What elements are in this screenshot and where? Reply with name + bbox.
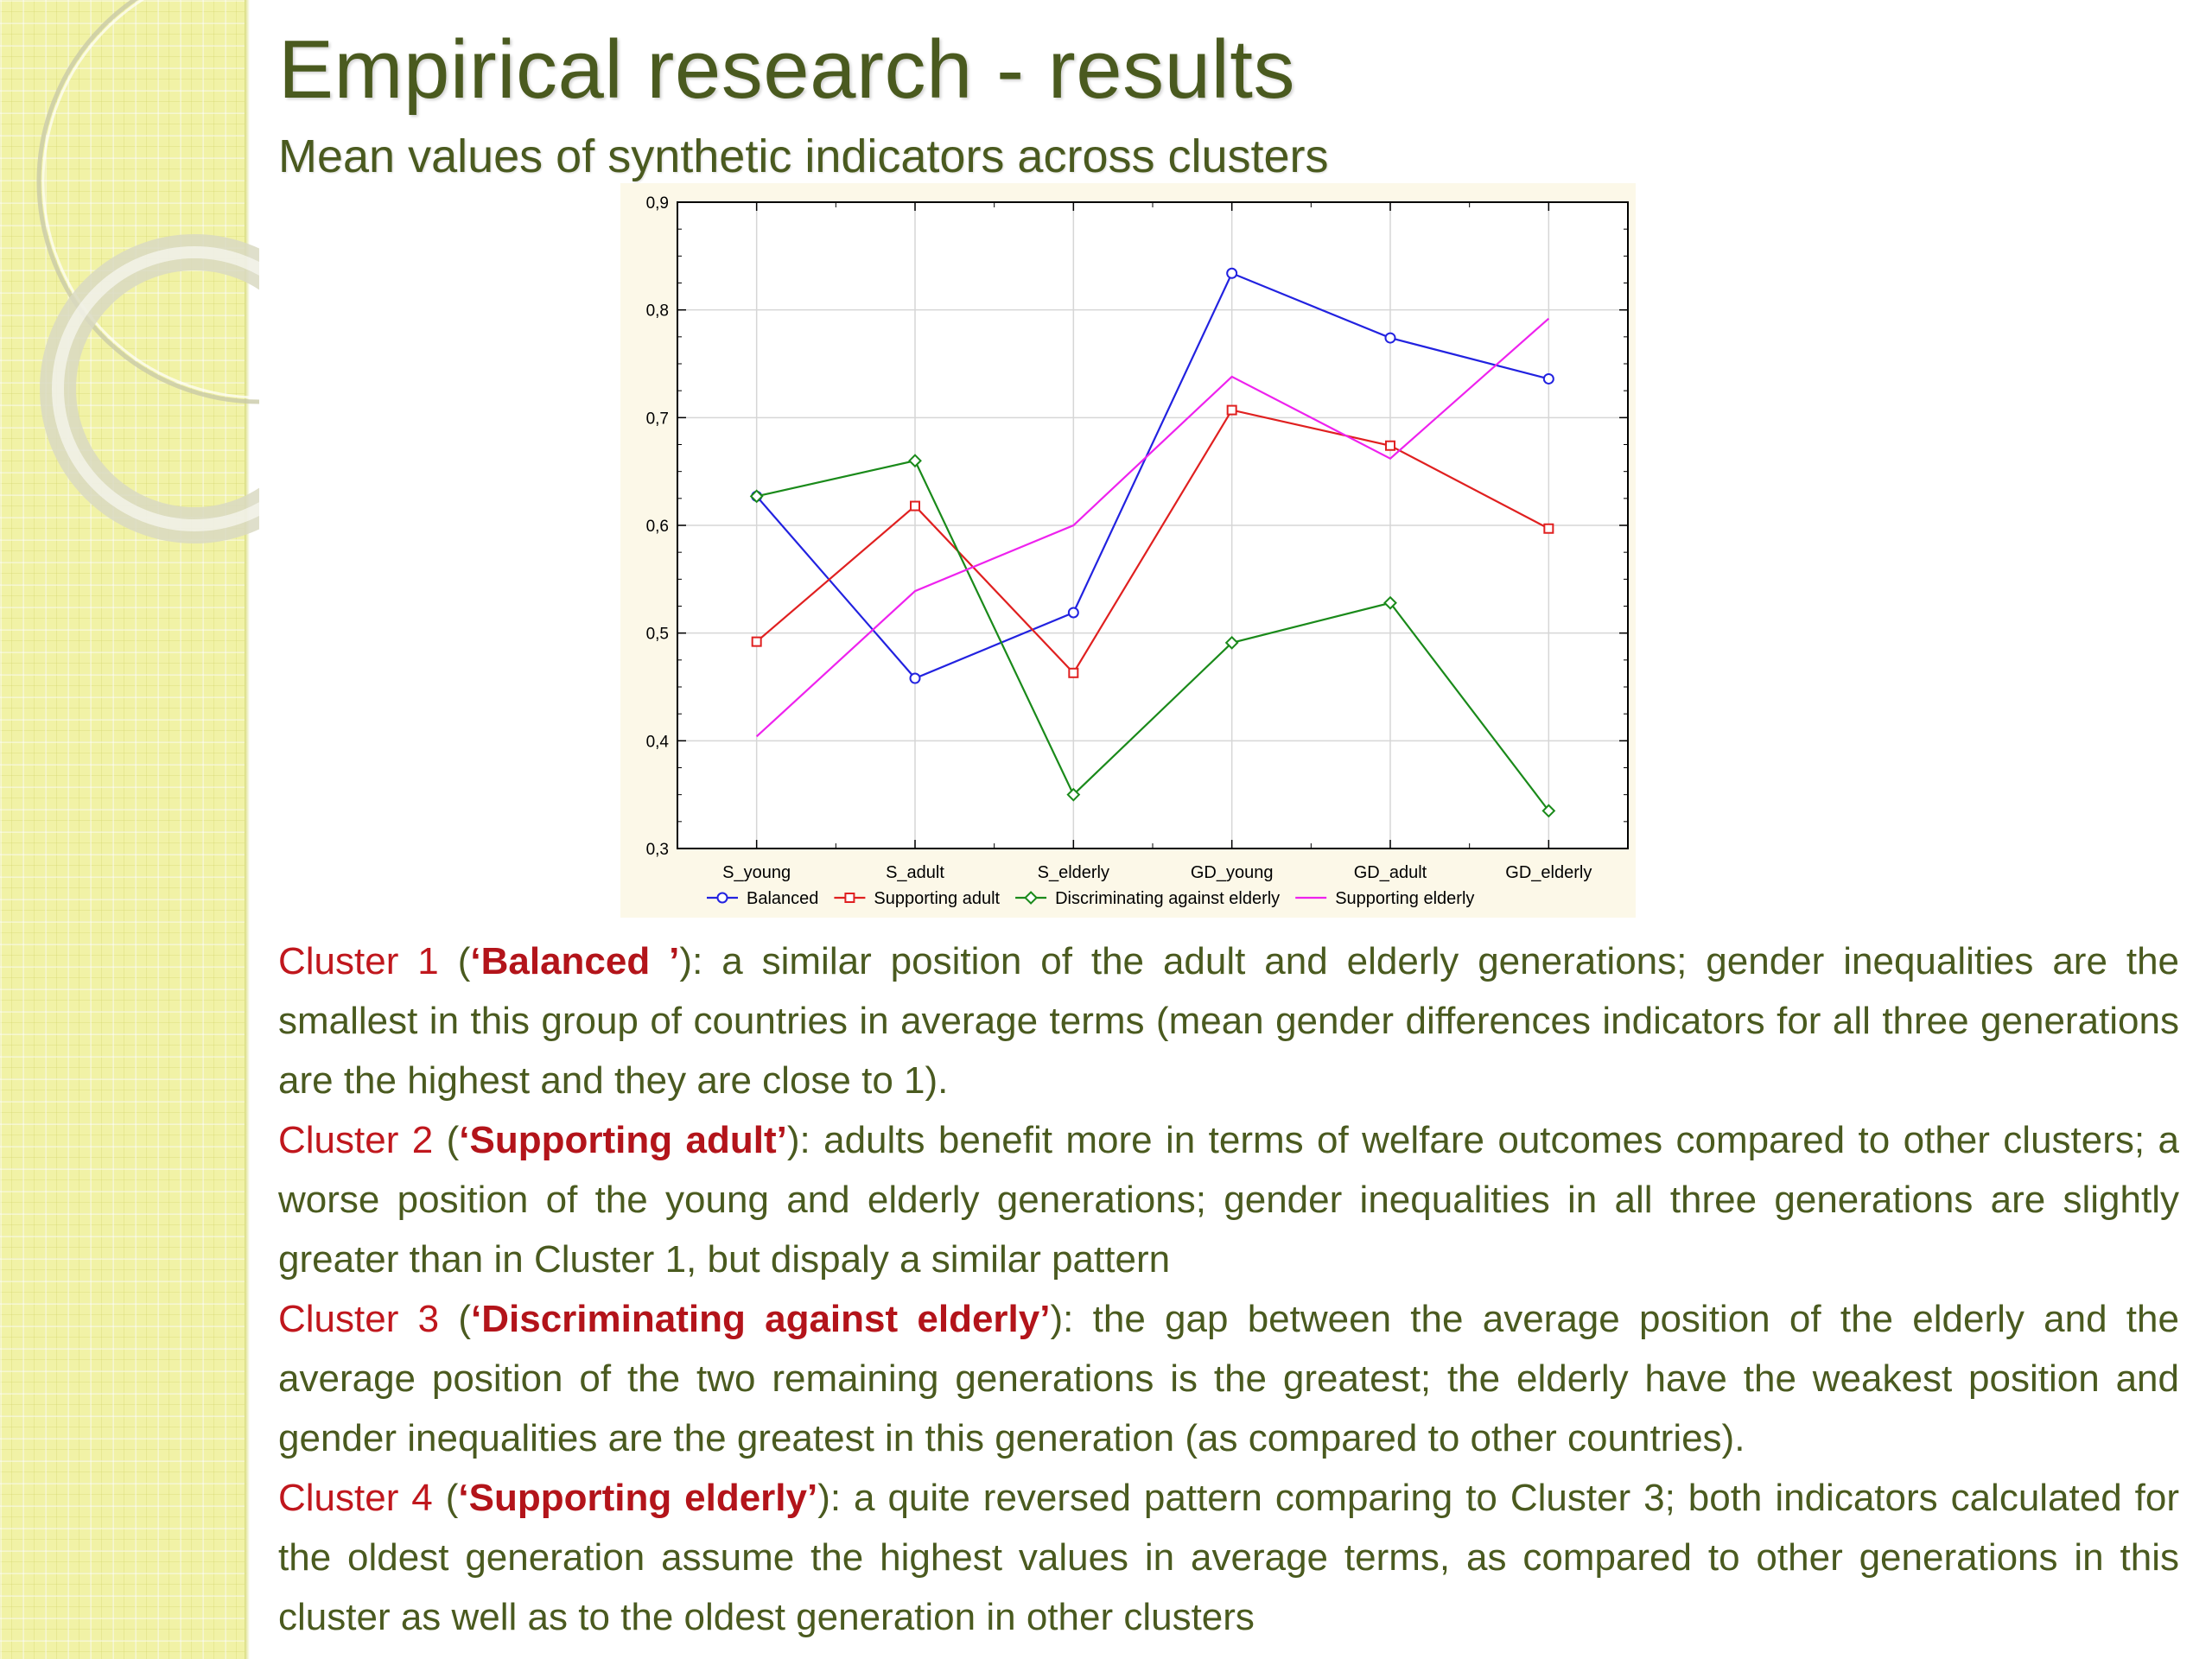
y-tick-label: 0,9	[646, 194, 669, 213]
x-tick-label: S_young	[722, 863, 791, 882]
data-point-series-2	[1226, 404, 1237, 416]
data-point-series-3	[1383, 595, 1397, 610]
x-tick-label: S_elderly	[1038, 863, 1109, 882]
data-point-series-3	[908, 454, 922, 468]
chart-canvas: 0,3 0,4 0,5 0,6 0,7 0,8 0,9 S_young S_adult S_eld…	[646, 194, 1629, 908]
cluster-1-label: Cluster 1	[278, 940, 439, 982]
data-point-series-3	[1541, 804, 1556, 818]
data-point-series-1	[909, 672, 921, 684]
slide-subtitle: Mean values of synthetic indicators acro…	[278, 130, 1329, 182]
data-point-series-2	[751, 636, 762, 647]
cluster-4-name: ‘Supporting elderly’	[458, 1477, 818, 1519]
plot-frame	[677, 201, 1629, 849]
series-line-3	[756, 459, 1550, 812]
x-tick-label: GD_adult	[1354, 863, 1427, 882]
y-tick-label: 0,6	[646, 518, 669, 536]
decorative-rings	[36, 0, 259, 543]
cluster-2-text: : adults benefit more in terms of welfar…	[278, 1119, 2179, 1281]
side-band-edge	[245, 0, 250, 1659]
cluster-1-text: : a similar position of the adult and el…	[278, 940, 2180, 1102]
legend-label-1: Balanced	[747, 889, 818, 908]
legend-label-2: Supporting adult	[874, 889, 1000, 908]
legend-marker-3	[1024, 891, 1038, 905]
y-tick-label: 0,8	[646, 302, 669, 321]
legend-label-3: Discriminating against elderly	[1055, 889, 1280, 908]
data-point-series-2	[1385, 440, 1395, 451]
cluster-3-name: ‘Discriminating against elderly’	[471, 1298, 1051, 1340]
y-tick-label: 0,7	[646, 410, 669, 428]
x-tick-label: S_adult	[886, 863, 944, 882]
cluster-3-paragraph: Cluster 3 (‘Discriminating against elder…	[278, 1298, 2179, 1459]
legend-marker-2	[844, 893, 855, 903]
legend-label-4: Supporting elderly	[1335, 889, 1474, 908]
data-point-series-3	[749, 489, 764, 504]
cluster-1-paragraph: Cluster 1 (‘Balanced ’): a similar posit…	[278, 940, 2180, 1102]
y-tick-label: 0,4	[646, 733, 670, 751]
cluster-4-label: Cluster 4	[278, 1477, 433, 1519]
x-tick-label: GD_young	[1191, 863, 1274, 882]
cluster-2-name: ‘Supporting adult’	[459, 1119, 787, 1161]
data-point-series-2	[1543, 523, 1554, 534]
data-point-series-1	[1384, 332, 1396, 344]
line-chart: 0,3 0,4 0,5 0,6 0,7 0,8 0,9 S_young S_adult S_eld…	[620, 183, 1636, 918]
cluster-2-label: Cluster 2	[278, 1119, 434, 1161]
data-point-series-2	[1068, 667, 1079, 678]
cluster-2-paragraph: Cluster 2 (‘Supporting adult’): adults b…	[278, 1119, 2179, 1281]
cluster-3-label: Cluster 3	[278, 1298, 440, 1340]
series-line-4	[755, 317, 1550, 738]
data-point-series-2	[910, 500, 920, 512]
x-tick-label: GD_elderly	[1505, 863, 1592, 882]
data-point-series-1	[1542, 372, 1554, 385]
cluster-4-paragraph: Cluster 4 (‘Supporting elderly’): a quit…	[278, 1477, 2179, 1638]
legend-marker-1	[716, 892, 728, 904]
data-point-series-1	[1067, 607, 1079, 619]
cluster-4-text: : a quite reversed pattern comparing to …	[278, 1477, 2179, 1638]
cluster-descriptions: Cluster 1 (‘Balanced ’): a similar posit…	[278, 931, 2179, 1647]
cluster-1-name: ‘Balanced ’	[470, 940, 680, 982]
slide-title: Empirical research - results	[278, 23, 1295, 116]
y-tick-label: 0,5	[646, 626, 669, 644]
cluster-3-text: : the gap between the average position o…	[278, 1298, 2179, 1459]
y-tick-label: 0,3	[646, 841, 669, 859]
series-line-2	[755, 409, 1549, 675]
series-line-1	[755, 271, 1549, 680]
data-point-series-3	[1066, 787, 1081, 802]
data-point-series-3	[1224, 635, 1239, 650]
data-point-series-1	[1226, 267, 1238, 279]
